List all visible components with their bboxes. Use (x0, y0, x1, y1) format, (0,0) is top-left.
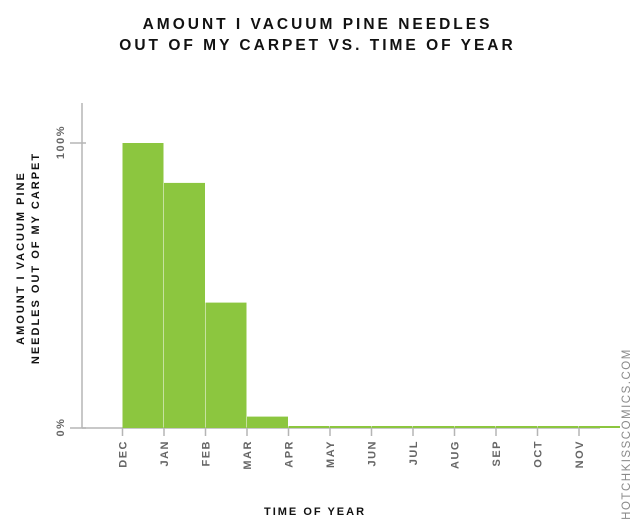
x-tick-label-aug: AUG (450, 440, 462, 469)
x-tick-label-jan: JAN (159, 440, 171, 467)
x-tick-label-jul: JUL (408, 440, 420, 465)
bar-dec (122, 143, 164, 428)
x-tick-label-dec: DEC (118, 440, 130, 468)
bar-oct (537, 426, 579, 428)
y-ticks: 0% 100% (55, 125, 86, 437)
x-ticks: DEC JAN FEB MAR APR MAY JUN JUL AUG SEP OCT NOV (118, 428, 586, 470)
bar-may (330, 426, 371, 428)
x-tick-label-apr: APR (284, 440, 296, 468)
x-tick-label-oct: OCT (533, 440, 545, 468)
x-tick-label-feb: FEB (201, 440, 213, 467)
bars (122, 143, 620, 428)
bar-feb (205, 302, 247, 428)
bar-aug (454, 426, 496, 428)
x-tick-label-sep: SEP (491, 440, 503, 467)
bar-mar (247, 416, 288, 428)
x-axis-title: TIME OF YEAR (264, 506, 366, 518)
watermark-text: HOTCHKISSCOMICS.COM (621, 348, 633, 520)
bar-sep (496, 426, 537, 428)
bar-jun (371, 426, 413, 428)
bar-jan (164, 182, 205, 428)
x-tick-label-nov: NOV (574, 440, 586, 468)
bar-apr (288, 426, 330, 428)
chart-title-line-1: AMOUNT I VACUUM PINE NEEDLES (142, 16, 493, 33)
y-axis-title-line-1: AMOUNT I VACUUM PINE (15, 171, 27, 345)
x-tick-label-mar: MAR (242, 440, 254, 470)
y-axis-title: AMOUNT I VACUUM PINE NEEDLES OUT OF MY C… (15, 152, 42, 364)
chart-title-line-2: OUT OF MY CARPET VS. TIME OF YEAR (119, 37, 516, 54)
bar-nov (579, 426, 620, 428)
bar-jul (413, 426, 454, 428)
x-tick-label-may: MAY (325, 440, 337, 468)
y-tick-label: 0% (55, 418, 67, 437)
y-tick-label: 100% (55, 125, 67, 159)
x-tick-label-jun: JUN (367, 440, 379, 467)
y-axis-title-line-2: NEEDLES OUT OF MY CARPET (30, 152, 42, 364)
